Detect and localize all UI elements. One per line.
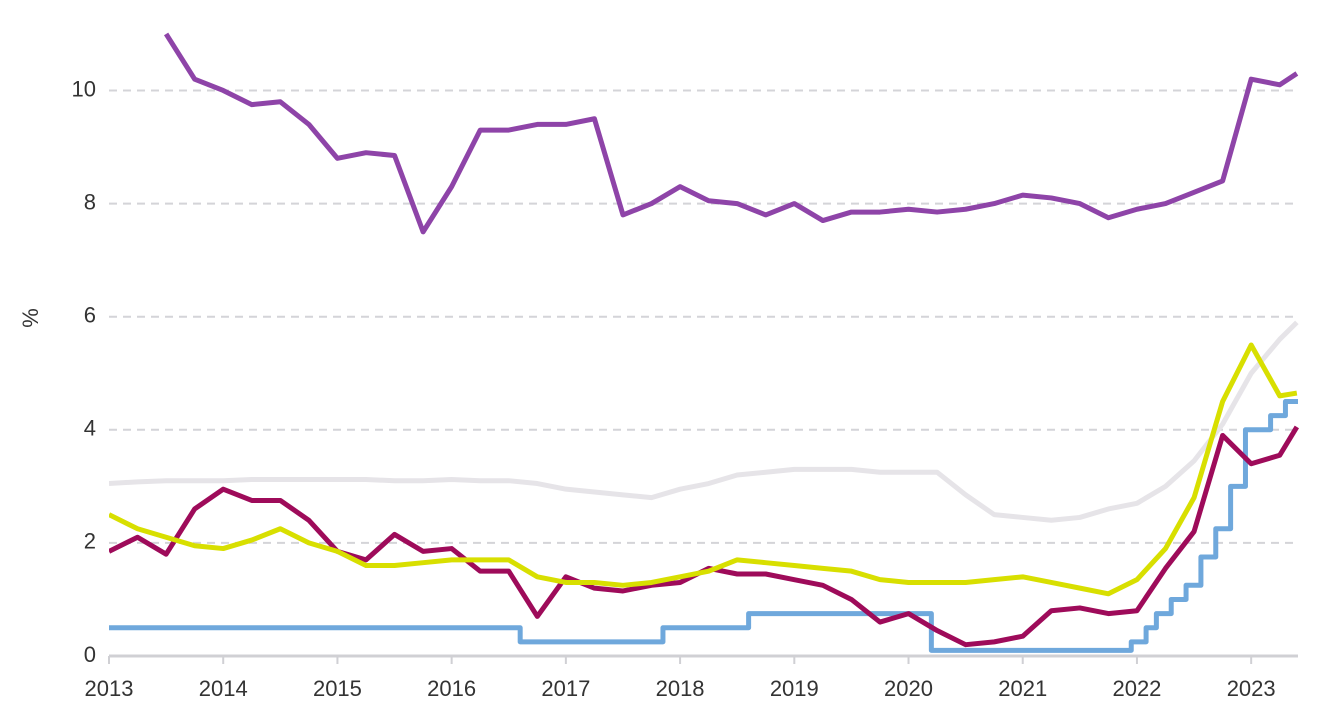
x-tick-label: 2016 bbox=[427, 676, 476, 701]
series-line bbox=[109, 342, 1298, 597]
x-tick-label: 2020 bbox=[884, 676, 933, 701]
series-line bbox=[109, 399, 1298, 653]
series-line bbox=[163, 32, 1299, 235]
x-tick-label: 2019 bbox=[770, 676, 819, 701]
x-tick-label: 2014 bbox=[199, 676, 248, 701]
y-tick-label: 4 bbox=[84, 416, 96, 441]
y-tick-label: 10 bbox=[72, 76, 96, 101]
x-tick-label: 2023 bbox=[1227, 676, 1276, 701]
x-tick-label: 2021 bbox=[998, 676, 1047, 701]
series-line bbox=[109, 320, 1299, 523]
y-tick-label: 0 bbox=[84, 642, 96, 667]
x-tick-label: 2017 bbox=[541, 676, 590, 701]
x-tick-label: 2018 bbox=[656, 676, 705, 701]
x-tick-label: 2013 bbox=[85, 676, 134, 701]
y-tick-label: 6 bbox=[84, 303, 96, 328]
y-axis-label: % bbox=[18, 308, 43, 328]
series-line bbox=[109, 425, 1299, 648]
x-tick-label: 2015 bbox=[313, 676, 362, 701]
y-tick-label: 8 bbox=[84, 189, 96, 214]
x-tick-label: 2022 bbox=[1112, 676, 1161, 701]
y-tick-label: 2 bbox=[84, 529, 96, 554]
